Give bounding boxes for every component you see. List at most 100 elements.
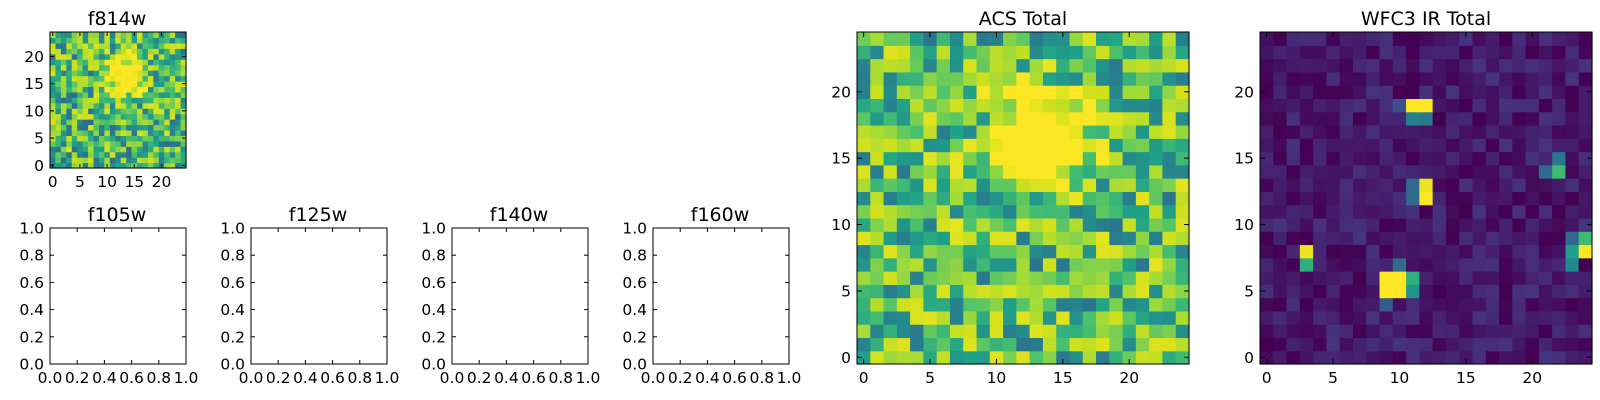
pixel-cell [857,164,871,179]
pixel-cell [1042,124,1057,139]
pixel-cell [896,98,911,113]
pixel-cell [870,297,885,312]
pixel-cell [1525,71,1540,86]
pixel-cell [963,124,978,139]
pixel-cell [1432,350,1447,365]
pixel-cell [55,97,62,104]
pixel-cell [1339,151,1354,166]
pixel-cell [93,157,100,164]
pixel-cell [1432,244,1447,259]
pixel-cell [870,124,885,139]
pixel-cell [1286,231,1301,246]
pixel-cell [55,48,62,55]
pixel-cell [896,138,911,153]
pixel-cell [137,140,144,147]
pixel-cell [1016,164,1031,179]
pixel-cell [1162,244,1177,259]
pixel-cell [147,86,154,93]
pixel-cell [896,297,911,312]
y-tick-label: 10 [1234,216,1254,234]
pixel-cell [1313,111,1327,126]
pixel-cell [1459,297,1474,312]
pixel-cell [142,140,149,147]
pixel-cell [1135,191,1150,206]
pixel-cell [180,146,187,153]
pixel-cell [71,48,78,55]
pixel-cell [1565,244,1580,259]
pixel-cell [963,350,978,365]
pixel-cell [88,80,95,87]
pixel-cell [1162,71,1177,86]
pixel-cell [1366,58,1381,73]
pixel-cell [976,191,991,206]
pixel-cell [93,124,100,131]
pixel-cell [1122,71,1137,86]
pixel-cell [1432,164,1447,179]
pixel-cell [120,151,127,158]
pixel-cell [1042,85,1057,99]
pixel-cell [1552,231,1567,246]
pixel-cell [1512,98,1527,113]
pixel-cell [1175,310,1190,325]
panel-f160w: f160w 0.0 0.2 0.4 0.6 0.8 1.00.00.20.40.60.81… [622,204,801,387]
pixel-cell [131,70,138,77]
pixel-cell [949,164,964,179]
pixel-cell [936,257,951,272]
pixel-cell [109,135,116,142]
pixel-cell [1056,32,1071,46]
pixel-cell [1472,71,1487,86]
pixel-cell [1003,337,1017,352]
pixel-cell [1472,324,1487,339]
pixel-cell [1406,58,1420,73]
pixel-cell [1512,337,1527,352]
pixel-cell [870,324,885,339]
pixel-cell [1175,337,1190,352]
pixel-cell [1472,284,1487,299]
pixel-cell [1109,297,1124,312]
pixel-cell [1082,138,1097,153]
pixel-cell [1109,85,1124,99]
pixel-cell [137,108,144,115]
pixel-cell [1299,231,1314,246]
pixel-cell [1056,178,1071,192]
pixel-cell [131,97,138,104]
pixel-cell [1149,257,1164,272]
pixel-cell [1538,98,1553,113]
pixel-cell [949,138,964,153]
pixel-cell [82,48,89,55]
pixel-cell [896,310,911,325]
pixel-cell [55,80,62,87]
pixel-cell [175,75,182,82]
pixel-cell [71,135,78,142]
pixel-cell [976,284,991,299]
pixel-cell [71,140,78,147]
pixel-cell [1485,204,1500,219]
pixel-cell [1525,45,1540,60]
pixel-cell [98,59,105,66]
x-tick-label: 0.0 [440,369,465,387]
pixel-cell [88,113,95,120]
pixel-cell [1419,257,1434,272]
pixel-cell [88,119,95,126]
pixel-cell [949,58,964,73]
pixel-cell [976,217,991,232]
pixel-cell [1485,271,1500,285]
pixel-cell [142,129,149,136]
pixel-cell [1260,257,1274,272]
x-tick-label: 0.2 [266,369,291,387]
pixel-cell [120,59,127,66]
pixel-cell [989,98,1004,113]
x-tick-label: 10 [987,369,1007,387]
pixel-cell [910,85,924,99]
pixel-cell [71,80,78,87]
pixel-cell [98,135,105,142]
pixel-cell [949,257,964,272]
pixel-cell [1175,257,1190,272]
pixel-cell [1565,98,1580,113]
pixel-cell [175,135,182,142]
pixel-cell [1379,297,1394,312]
pixel-cell [50,70,57,77]
pixel-cell [1162,271,1177,285]
pixel-cell [164,119,171,126]
pixel-cell [857,244,871,259]
